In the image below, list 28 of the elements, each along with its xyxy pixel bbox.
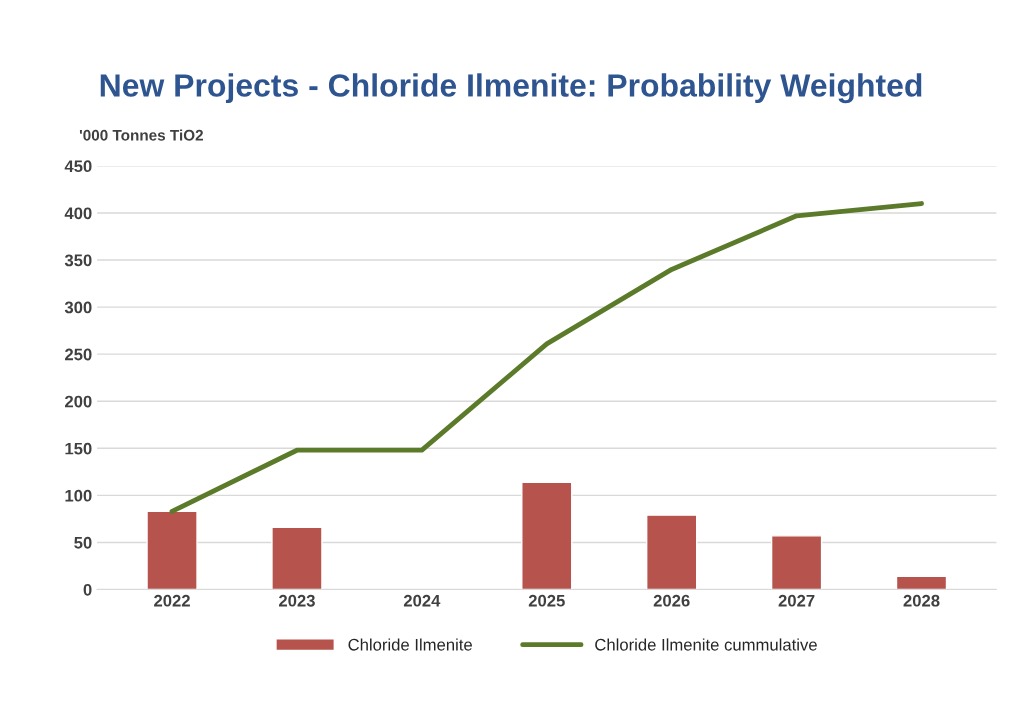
y-tick-label: 150 [65, 442, 92, 455]
y-tick-label: 100 [65, 489, 92, 502]
x-tick-label: 2026 [653, 594, 690, 607]
x-tick-label: 2027 [778, 594, 815, 607]
bar [521, 481, 573, 590]
bar [146, 510, 198, 590]
x-tick-label: 2028 [903, 594, 940, 607]
bar [646, 514, 698, 590]
y-tick-label: 400 [64, 207, 92, 220]
x-tick-label: 2023 [278, 594, 315, 607]
bar [770, 535, 823, 590]
y-tick-label: 450 [64, 160, 92, 173]
y-tick-label: 350 [64, 254, 92, 267]
y-axis-title: '000 Tonnes TiO2 [79, 129, 203, 141]
legend-label: Chloride Ilmenite cummulative [595, 638, 817, 651]
x-tick-label: 2024 [403, 594, 441, 607]
legend-label: Chloride Ilmenite [348, 638, 472, 651]
y-tick-label: 250 [65, 348, 92, 361]
y-tick-label: 0 [83, 583, 92, 596]
x-tick-label: 2022 [154, 594, 190, 607]
chart-title: New Projects - Chloride Ilmenite: Probability Weighted [100, 73, 922, 104]
line-series [169, 201, 924, 514]
bar [895, 575, 948, 590]
y-tick-label: 200 [65, 395, 92, 408]
y-tick-label: 300 [64, 301, 92, 314]
y-tick-label: 50 [74, 536, 92, 549]
bar [271, 526, 323, 590]
x-tick-label: 2025 [528, 594, 565, 607]
